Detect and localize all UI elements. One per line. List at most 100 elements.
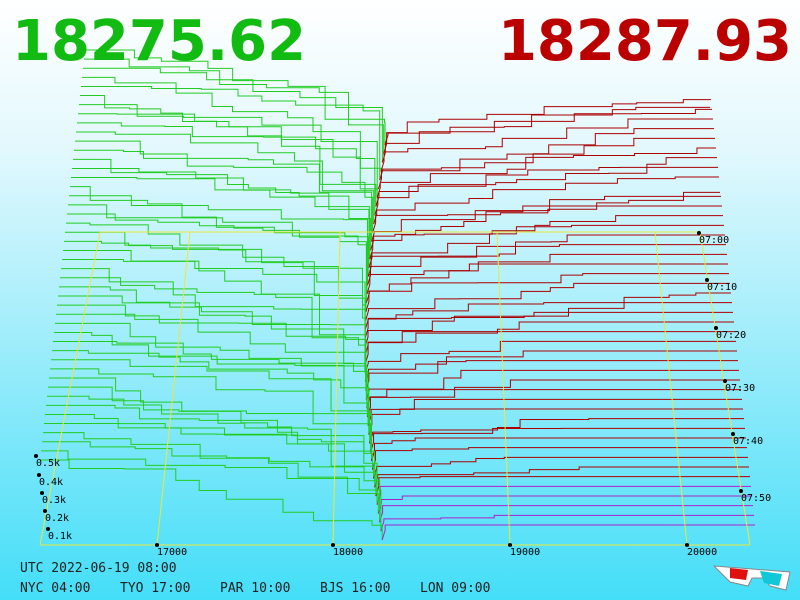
bid-depth-line	[45, 413, 377, 497]
bid-depth-line	[51, 359, 371, 444]
volume-tick-label: 0.3k	[42, 495, 66, 506]
bid-depth-line	[78, 113, 377, 207]
ask-depth-line	[379, 505, 753, 523]
bid-depth-line	[68, 204, 368, 295]
ask-depth-line	[367, 398, 742, 427]
bid-price: 18275.62	[12, 9, 306, 74]
price-tick	[685, 543, 689, 547]
bid-depth-line	[41, 450, 382, 532]
bid-depth-line	[50, 368, 372, 453]
bid-depth-line	[40, 459, 383, 540]
ask-depth-line	[366, 389, 741, 418]
bid-depth-line	[77, 122, 376, 216]
ask-depth-line	[380, 118, 713, 172]
time-tick-label: 07:00	[699, 235, 729, 246]
bid-depth-line	[73, 158, 372, 251]
ask-depth-line	[365, 273, 729, 312]
ask-depth-line	[367, 234, 725, 277]
bid-depth-line	[83, 67, 383, 163]
price-tick-label: 19000	[510, 547, 540, 558]
time-tick	[714, 326, 718, 330]
ask-depth-line	[364, 331, 735, 365]
bid-depth-line	[55, 322, 368, 409]
ask-depth-line	[366, 253, 727, 295]
ask-depth-line	[373, 456, 748, 479]
bid-depth-line	[74, 149, 373, 242]
ask-depth-line	[369, 215, 723, 260]
time-tick-label: 07:30	[725, 383, 755, 394]
ask-depth-line	[381, 524, 755, 541]
time-tick-label: 07:10	[707, 282, 737, 293]
ask-depth-line	[376, 147, 716, 198]
bid-depth-line	[61, 268, 366, 356]
ask-depth-line	[381, 108, 712, 163]
city-time: BJS 16:00	[320, 581, 390, 596]
ask-depth-line	[373, 176, 719, 225]
time-tick	[731, 432, 735, 436]
time-tick-label: 07:50	[741, 493, 771, 504]
volume-tick	[40, 491, 44, 495]
price-tick	[155, 543, 159, 547]
bid-depth-line	[47, 395, 375, 479]
ask-depth-line	[368, 224, 724, 269]
time-tick	[697, 231, 701, 235]
ask-price: 18287.93	[498, 9, 792, 74]
volume-tick-label: 0.1k	[48, 531, 72, 542]
bid-depth-line	[42, 441, 381, 523]
ask-depth-line	[377, 137, 715, 190]
volume-tick	[34, 454, 38, 458]
volume-tick-label: 0.2k	[45, 513, 69, 524]
bid-depth-line	[44, 423, 378, 505]
ask-depth-line	[364, 311, 733, 348]
ask-depth-line	[365, 369, 739, 400]
time-tick	[705, 278, 709, 282]
bid-depth-line	[71, 177, 370, 268]
bid-depth-line	[81, 85, 381, 181]
glasses-icon	[712, 565, 791, 591]
bid-depth-line	[60, 277, 366, 365]
ask-depth-line	[371, 437, 746, 462]
bid-depth-line	[67, 213, 367, 303]
city-time: PAR 10:00	[220, 581, 290, 596]
bid-depth-line	[62, 259, 366, 347]
ask-depth-line	[375, 157, 717, 207]
bid-depth-line	[59, 286, 366, 374]
ask-depth-line	[380, 514, 754, 532]
city-time: TYO 17:00	[120, 581, 190, 596]
bid-depth-line	[57, 304, 367, 391]
ask-depth-line	[369, 418, 744, 444]
bid-depth-line	[53, 341, 369, 426]
ask-depth-line	[365, 282, 730, 321]
price-tick-label: 17000	[157, 547, 187, 558]
bid-depth-line	[64, 240, 366, 330]
volume-tick	[37, 473, 41, 477]
ask-depth-line	[374, 166, 718, 216]
city-time: NYC 04:00	[20, 581, 90, 596]
bid-depth-line	[82, 76, 382, 172]
price-tick-label: 18000	[333, 547, 363, 558]
price-tick	[331, 543, 335, 547]
time-tick-label: 07:20	[716, 330, 746, 341]
ask-depth-line	[367, 244, 726, 286]
ask-depth-line	[372, 447, 747, 470]
ask-depth-line	[370, 427, 745, 453]
ask-depth-line	[375, 476, 750, 497]
bid-depth-line	[46, 404, 376, 488]
time-tick-label: 07:40	[733, 436, 763, 447]
bid-depth-line	[56, 313, 367, 400]
ask-depth-line	[374, 466, 749, 488]
bid-depth-line	[54, 331, 368, 418]
bid-depth-line	[69, 195, 368, 286]
ask-depth-line	[364, 302, 732, 339]
ask-depth-line	[365, 360, 738, 391]
volume-tick	[43, 509, 47, 513]
ask-depth-line	[383, 99, 711, 154]
price-tick-label: 20000	[687, 547, 717, 558]
bid-depth-line	[84, 58, 385, 154]
volume-tick	[46, 527, 50, 531]
city-time: LON 09:00	[420, 581, 490, 596]
ask-depth-line	[365, 350, 737, 383]
